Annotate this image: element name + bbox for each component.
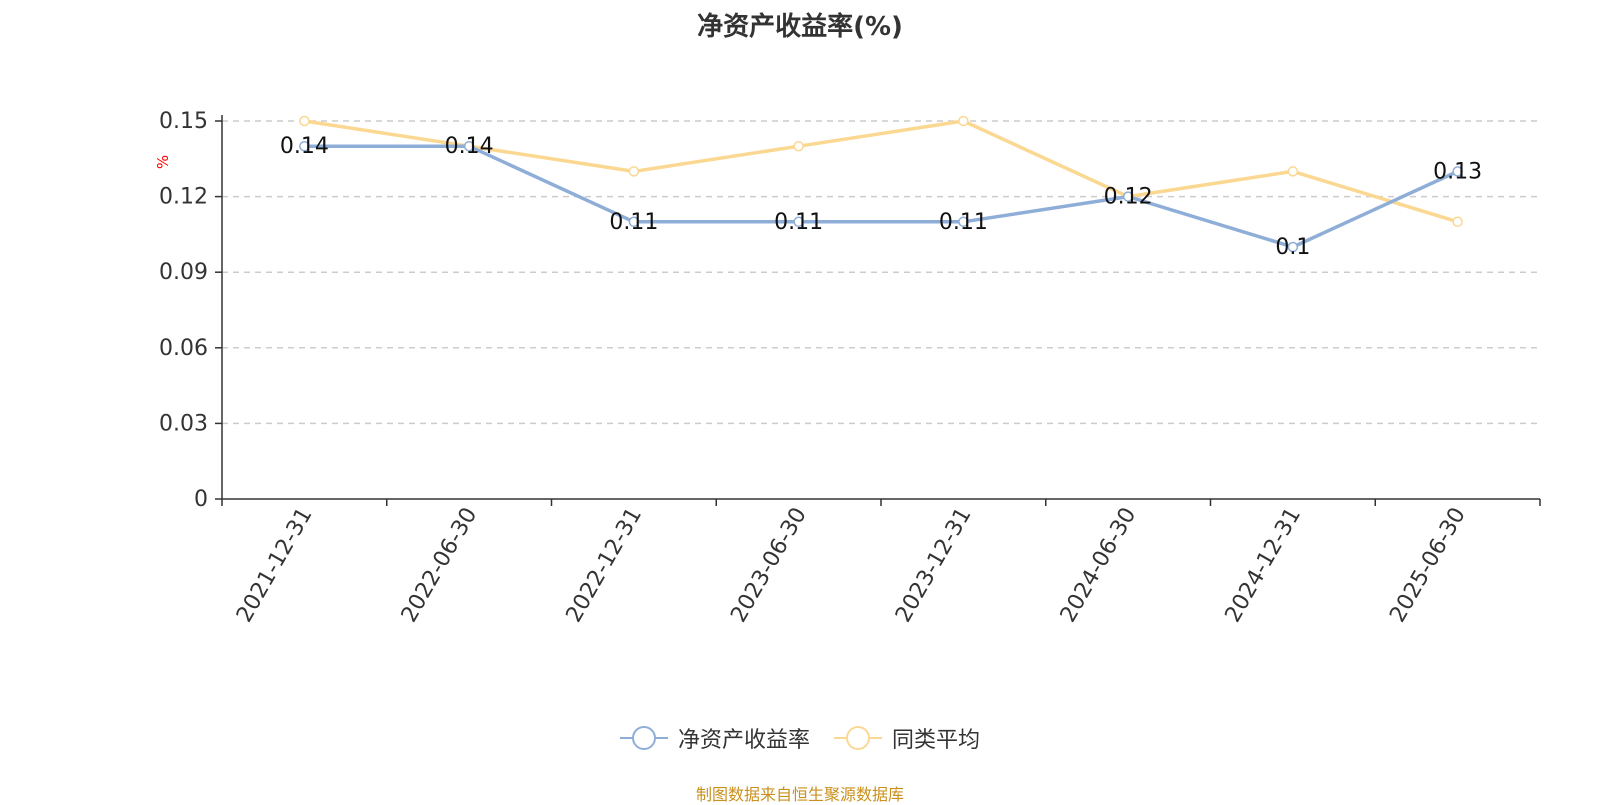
data-point-average bbox=[1287, 166, 1299, 177]
data-point-average bbox=[958, 115, 969, 127]
data-point-roe bbox=[1452, 166, 1463, 177]
legend: 净资产收益率 同类平均 bbox=[0, 722, 1600, 754]
data-point-roe bbox=[463, 140, 475, 152]
data-point-roe bbox=[793, 216, 804, 228]
data-label: 0.11 bbox=[609, 210, 658, 235]
data-label: 0.13 bbox=[1433, 159, 1482, 184]
chart-title: 净资产收益率(%) bbox=[697, 12, 903, 42]
source-footer: 制图数据来自恒生聚源数据库 bbox=[695, 785, 904, 804]
legend-item-roe[interactable]: 净资产收益率 bbox=[619, 722, 810, 754]
data-point-roe bbox=[299, 140, 310, 152]
x-tick-label: 2023-12-31 bbox=[891, 504, 977, 627]
x-tick-label: 2025-06-30 bbox=[1385, 504, 1471, 627]
data-point-average bbox=[793, 140, 804, 152]
y-tick-label: 0.15 bbox=[159, 109, 208, 134]
y-tick-label: 0.03 bbox=[159, 411, 208, 436]
data-point-average bbox=[299, 115, 310, 127]
series-line-average bbox=[304, 119, 1459, 224]
data-label: 0.11 bbox=[939, 210, 988, 235]
x-tick-label: 2022-06-30 bbox=[397, 504, 483, 627]
legend-swatch-average bbox=[834, 726, 882, 750]
y-axis-label: % bbox=[154, 155, 172, 169]
data-point-average bbox=[1452, 216, 1463, 228]
x-tick-label: 2022-12-31 bbox=[561, 504, 647, 627]
data-label: 0.12 bbox=[1104, 185, 1153, 210]
data-label: 0.14 bbox=[445, 134, 494, 159]
x-tick-label: 2021-12-31 bbox=[232, 504, 318, 627]
legend-item-average[interactable]: 同类平均 bbox=[834, 722, 980, 754]
legend-label-average: 同类平均 bbox=[892, 728, 981, 753]
data-label: 0.14 bbox=[280, 134, 329, 159]
y-tick-label: 0 bbox=[194, 487, 208, 512]
y-tick-label: 0.06 bbox=[159, 336, 208, 361]
x-tick-label: 2024-12-31 bbox=[1220, 504, 1306, 627]
data-point-roe bbox=[958, 216, 969, 228]
x-tick-label: 2024-06-30 bbox=[1056, 504, 1142, 627]
data-point-roe bbox=[1122, 191, 1134, 202]
data-point-roe bbox=[628, 216, 640, 228]
y-tick-label: 0.12 bbox=[159, 185, 208, 210]
legend-label-roe: 净资产收益率 bbox=[677, 728, 810, 753]
x-tick-label: 2023-06-30 bbox=[726, 504, 812, 627]
legend-swatch-roe bbox=[619, 726, 668, 750]
data-point-roe bbox=[1287, 241, 1299, 253]
data-label: 0.11 bbox=[774, 210, 823, 235]
series-line-roe bbox=[304, 144, 1459, 249]
y-tick-label: 0.09 bbox=[159, 260, 208, 285]
data-point-average bbox=[628, 166, 640, 177]
data-label: 0.1 bbox=[1275, 235, 1310, 260]
